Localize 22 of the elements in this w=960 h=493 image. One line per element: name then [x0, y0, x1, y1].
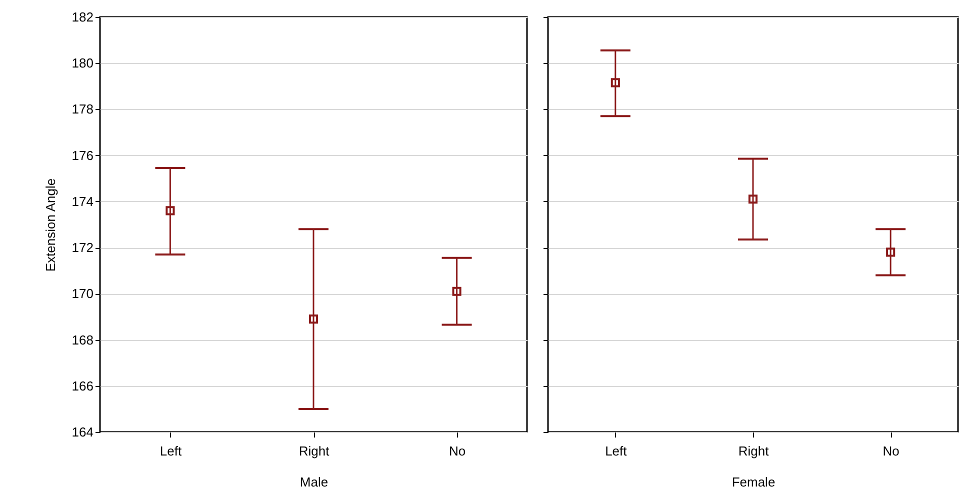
- x-tick-label: No: [882, 444, 900, 458]
- y-tick-label: 172: [72, 240, 94, 256]
- y-tick-label: 176: [72, 148, 94, 163]
- x-tick-label: Left: [605, 444, 628, 458]
- y-tick-label: 178: [72, 102, 94, 117]
- y-tick-label: 174: [72, 194, 94, 209]
- x-axis-title: Male: [300, 474, 328, 490]
- x-tick-label: Left: [160, 444, 182, 458]
- y-tick-label: 180: [72, 56, 94, 71]
- y-tick-label: 166: [72, 378, 94, 394]
- x-axis-title: Female: [732, 474, 776, 490]
- y-tick-label: 164: [72, 424, 94, 440]
- y-tick-label: 168: [72, 332, 94, 348]
- y-tick-label: 170: [72, 286, 94, 302]
- point: [166, 206, 175, 216]
- y-tick-label: 182: [72, 10, 94, 24]
- x-tick-label: No: [448, 444, 466, 458]
- x-tick-label: Right: [298, 444, 330, 458]
- y-axis-title: Extension Angle: [42, 178, 58, 272]
- point: [308, 314, 318, 324]
- x-tick-label: Right: [738, 444, 770, 458]
- point: [452, 286, 462, 296]
